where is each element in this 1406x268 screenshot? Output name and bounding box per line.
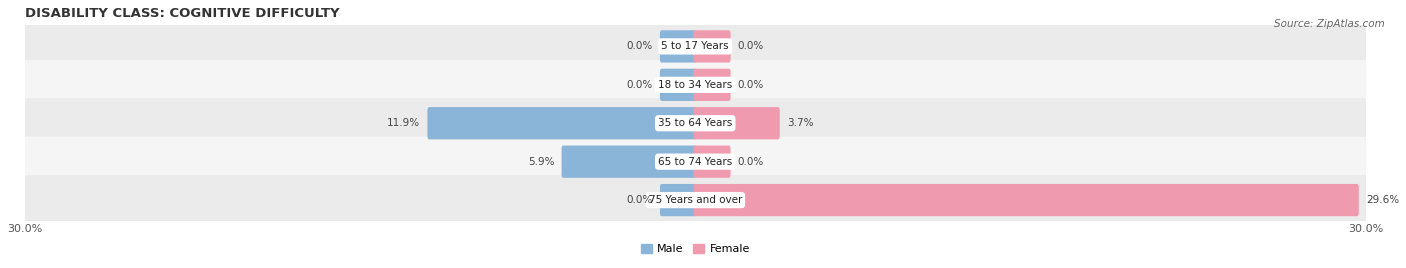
FancyBboxPatch shape [693,69,731,101]
Text: 11.9%: 11.9% [387,118,420,128]
Text: 3.7%: 3.7% [787,118,814,128]
FancyBboxPatch shape [693,184,1358,216]
Text: 75 Years and over: 75 Years and over [648,195,742,205]
Text: 0.0%: 0.0% [627,80,652,90]
Text: 0.0%: 0.0% [738,80,763,90]
Text: 0.0%: 0.0% [738,157,763,167]
FancyBboxPatch shape [561,146,697,178]
Text: DISABILITY CLASS: COGNITIVE DIFFICULTY: DISABILITY CLASS: COGNITIVE DIFFICULTY [24,7,339,20]
FancyBboxPatch shape [693,30,731,62]
Text: 18 to 34 Years: 18 to 34 Years [658,80,733,90]
FancyBboxPatch shape [21,21,1369,71]
Text: 5.9%: 5.9% [527,157,554,167]
Legend: Male, Female: Male, Female [637,239,754,259]
FancyBboxPatch shape [659,184,697,216]
FancyBboxPatch shape [21,137,1369,187]
Text: 5 to 17 Years: 5 to 17 Years [661,42,730,51]
FancyBboxPatch shape [21,98,1369,148]
FancyBboxPatch shape [21,175,1369,225]
FancyBboxPatch shape [427,107,697,139]
FancyBboxPatch shape [21,60,1369,110]
Text: 0.0%: 0.0% [627,195,652,205]
Text: 65 to 74 Years: 65 to 74 Years [658,157,733,167]
Text: 0.0%: 0.0% [738,42,763,51]
Text: 29.6%: 29.6% [1367,195,1399,205]
Text: 35 to 64 Years: 35 to 64 Years [658,118,733,128]
Text: Source: ZipAtlas.com: Source: ZipAtlas.com [1274,19,1385,29]
FancyBboxPatch shape [659,69,697,101]
Text: 0.0%: 0.0% [627,42,652,51]
FancyBboxPatch shape [693,107,780,139]
FancyBboxPatch shape [659,30,697,62]
FancyBboxPatch shape [693,146,731,178]
